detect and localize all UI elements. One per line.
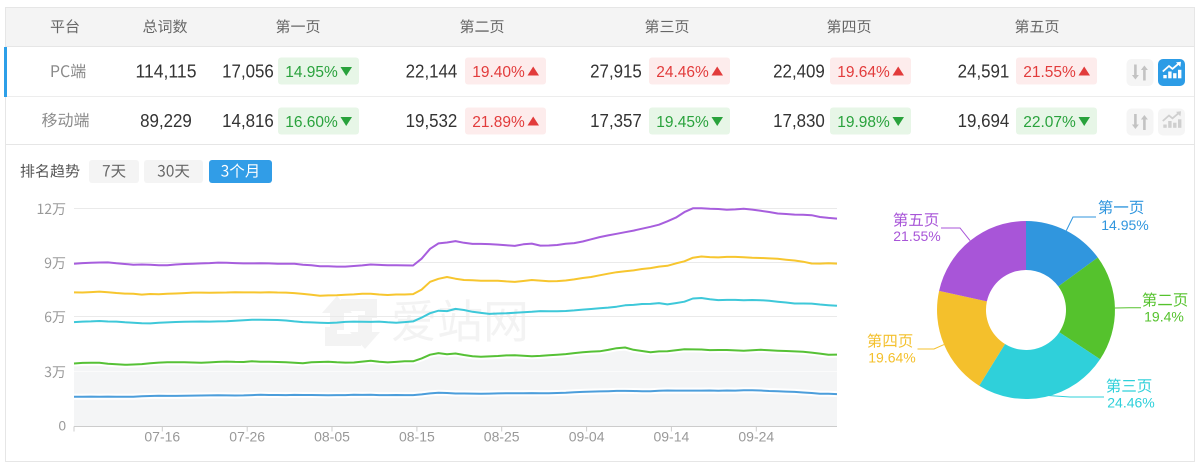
svg-text:89,229: 89,229: [140, 110, 192, 131]
svg-text:0: 0: [58, 419, 66, 434]
svg-text:19,532: 19,532: [406, 110, 458, 131]
svg-text:14,816: 14,816: [222, 110, 274, 131]
svg-text:19.40%: 19.40%: [472, 64, 525, 81]
svg-text:21.89%: 21.89%: [472, 114, 525, 131]
svg-text:14.95%: 14.95%: [285, 64, 338, 81]
svg-text:114,115: 114,115: [136, 61, 197, 82]
svg-text:22,144: 22,144: [406, 61, 458, 82]
svg-text:07-16: 07-16: [144, 429, 180, 445]
svg-text:24,591: 24,591: [958, 61, 1010, 82]
svg-text:19.45%: 19.45%: [656, 114, 709, 131]
svg-text:19,694: 19,694: [958, 110, 1010, 131]
svg-text:17,830: 17,830: [773, 110, 825, 131]
svg-text:08-25: 08-25: [484, 429, 520, 445]
svg-text:19.64%: 19.64%: [837, 64, 890, 81]
svg-text:22,409: 22,409: [773, 61, 825, 82]
svg-text:27,915: 27,915: [590, 61, 642, 82]
svg-text:19.64%: 19.64%: [868, 350, 915, 366]
svg-text:09-14: 09-14: [653, 429, 689, 445]
svg-text:19.4%: 19.4%: [1144, 309, 1184, 325]
svg-text:09-04: 09-04: [569, 429, 605, 445]
svg-text:24.46%: 24.46%: [656, 64, 709, 81]
svg-text:08-15: 08-15: [399, 429, 435, 445]
svg-text:19.98%: 19.98%: [837, 114, 890, 131]
svg-text:07-26: 07-26: [229, 429, 265, 445]
svg-text:17,056: 17,056: [222, 61, 274, 82]
svg-text:08-05: 08-05: [314, 429, 350, 445]
svg-text:09-24: 09-24: [738, 429, 774, 445]
svg-text:21.55%: 21.55%: [893, 228, 940, 244]
svg-text:17,357: 17,357: [590, 110, 642, 131]
svg-text:21.55%: 21.55%: [1023, 64, 1076, 81]
svg-text:16.60%: 16.60%: [285, 114, 338, 131]
svg-text:14.95%: 14.95%: [1101, 217, 1148, 233]
svg-text:24.46%: 24.46%: [1107, 395, 1154, 411]
svg-text:22.07%: 22.07%: [1023, 114, 1076, 131]
